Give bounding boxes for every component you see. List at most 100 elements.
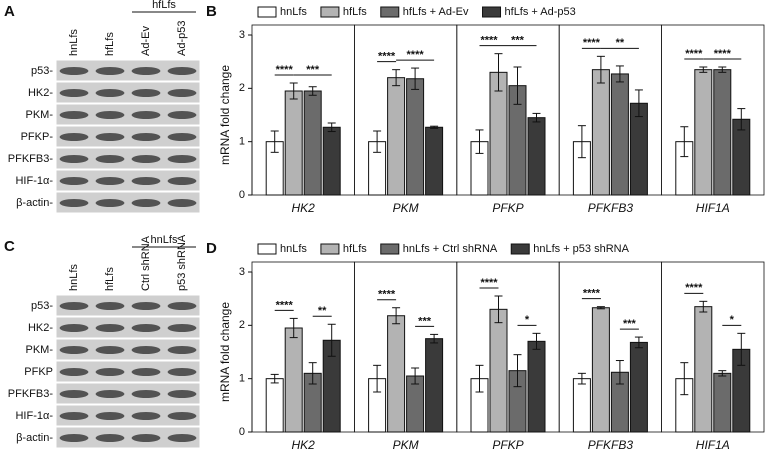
row-label: HIF-1α-: [15, 175, 53, 187]
blot-row: [55, 147, 201, 170]
panel-letter: A: [4, 3, 15, 20]
bar: [387, 77, 406, 196]
legend-swatch: [257, 243, 277, 255]
lane-label: hfLfs: [104, 267, 116, 291]
facet-box: [661, 261, 765, 433]
legend-label: hfLfs: [343, 243, 367, 255]
row-label: β-actin-: [16, 432, 53, 444]
x-tick-label: PFKFB3: [588, 438, 634, 452]
legend-label: hnLfs + p53 shRNA: [533, 243, 629, 255]
blot-band: [131, 67, 161, 75]
x-tick-label: HK2: [292, 438, 316, 452]
legend-swatch: [380, 6, 400, 18]
significance-label: ****: [685, 48, 703, 60]
blot-band: [131, 155, 161, 163]
row-label: PKM-: [26, 344, 54, 356]
blot-band: [131, 177, 161, 185]
x-tick-label: PFKP: [492, 438, 523, 452]
significance-label: ****: [714, 48, 732, 60]
bar: [732, 118, 751, 196]
significance-label: ****: [378, 289, 396, 301]
y-tick-label: 1: [239, 373, 245, 385]
x-tick-label: PFKP: [492, 201, 523, 215]
blot-band: [95, 111, 125, 119]
row-label: PFKFB3-: [8, 153, 54, 165]
blot-band: [131, 199, 161, 207]
blot-band: [59, 434, 89, 442]
facet-box: [661, 24, 765, 196]
blot-band: [59, 111, 89, 119]
blot-band: [131, 368, 161, 376]
bar: [591, 69, 610, 196]
bar: [284, 90, 303, 196]
blot-band: [95, 324, 125, 332]
significance-label: ****: [378, 51, 396, 63]
significance-label: ****: [407, 49, 425, 61]
legend-label: hnLfs: [280, 243, 307, 255]
x-tick-label: HK2: [292, 201, 316, 215]
row-label: HIF-1α-: [15, 410, 53, 422]
significance-label: ***: [623, 318, 637, 330]
row-label: HK2-: [28, 322, 53, 334]
bar: [591, 307, 610, 433]
significance-label: **: [318, 305, 327, 317]
x-tick-label: PFKFB3: [588, 201, 634, 215]
bar: [610, 73, 629, 196]
y-tick-label: 0: [239, 426, 245, 438]
significance-label: ****: [276, 299, 294, 311]
legend-label: hfLfs + Ad-p53: [505, 6, 576, 18]
x-tick-label: HIF1A: [696, 201, 730, 215]
blot-band: [167, 302, 197, 310]
blot-band: [59, 155, 89, 163]
y-tick-label: 3: [239, 266, 245, 278]
blot-band: [95, 155, 125, 163]
blot-band: [131, 412, 161, 420]
legend-label: hfLfs: [343, 6, 367, 18]
row-label: p53-: [31, 300, 53, 312]
lane-label: hfLfs: [104, 32, 116, 56]
blot-band: [131, 390, 161, 398]
row-label: PFKP-: [21, 131, 54, 143]
significance-label: ***: [511, 35, 525, 47]
blot-band: [95, 177, 125, 185]
legend-swatch: [482, 6, 502, 18]
x-tick-label: PKM: [393, 438, 419, 452]
panel-letter: C: [4, 238, 15, 255]
lane-label: hnLfs: [68, 29, 80, 56]
significance-label: ****: [685, 282, 703, 294]
bar: [694, 69, 713, 196]
bar: [629, 341, 648, 433]
blot-row: [55, 360, 201, 383]
panel-letter: B: [206, 3, 217, 20]
blot-band: [167, 434, 197, 442]
bar: [425, 126, 444, 196]
blot-band: [167, 199, 197, 207]
blot-row: [55, 81, 201, 104]
blot-band: [59, 346, 89, 354]
blot-band: [59, 89, 89, 97]
significance-label: **: [616, 37, 625, 49]
blot-band: [59, 67, 89, 75]
y-tick-label: 2: [239, 82, 245, 94]
y-tick-label: 1: [239, 136, 245, 148]
legend-swatch: [257, 6, 277, 18]
bar: [694, 306, 713, 433]
significance-label: ****: [480, 277, 498, 289]
blot-band: [95, 89, 125, 97]
blot-band: [131, 89, 161, 97]
group-label: hnLfs: [151, 234, 178, 246]
bar: [284, 327, 303, 433]
blot-band: [167, 412, 197, 420]
legend-swatch: [510, 243, 530, 255]
blot-band: [59, 368, 89, 376]
y-axis-label: mRNA fold change: [218, 65, 232, 165]
blot-band: [59, 412, 89, 420]
blot-band: [59, 199, 89, 207]
blot-row: [55, 382, 201, 405]
y-tick-label: 3: [239, 29, 245, 41]
blot-band: [131, 346, 161, 354]
bar: [713, 372, 732, 433]
bar: [322, 126, 341, 196]
lane-label: p53 shRNA: [176, 234, 188, 291]
